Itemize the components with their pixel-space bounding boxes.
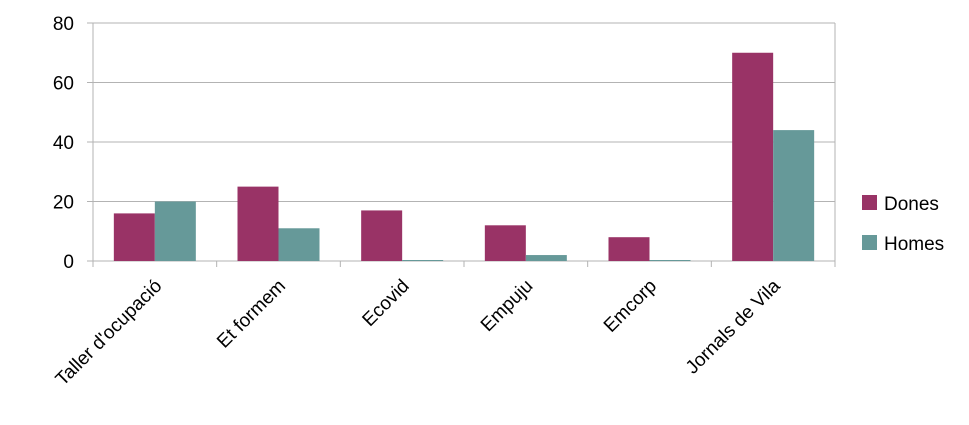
x-category-label: Emcorp [600, 276, 661, 337]
x-category-label: Et formem [213, 276, 290, 353]
legend-swatch-dones [862, 195, 877, 210]
y-tick-label: 20 [53, 193, 74, 214]
y-tick-label: 80 [53, 14, 74, 35]
bar-dones-2 [361, 210, 403, 261]
bar-dones-1 [237, 186, 279, 261]
x-category-label: Empuju [477, 276, 537, 336]
legend-label-dones: Dones [884, 194, 939, 215]
x-axis: Taller d'ocupació Et formem Ecovid Empuju Em… [52, 275, 785, 390]
x-category-label: Jornals de Vila [682, 275, 785, 378]
bar-homes-5 [773, 130, 815, 261]
y-axis: 0 20 40 60 80 [53, 14, 74, 273]
y-tick-label: 0 [63, 252, 74, 273]
bar-dones-4 [608, 237, 650, 261]
bar-homes-2 [402, 260, 444, 261]
bar-dones-3 [484, 225, 526, 261]
bars [113, 52, 815, 261]
gridlines [87, 22, 836, 267]
legend: Dones Homes [862, 194, 944, 255]
bar-homes-3 [525, 255, 567, 261]
y-tick-label: 60 [53, 74, 74, 95]
legend-swatch-homes [862, 235, 877, 250]
x-category-label: Taller d'ocupació [52, 276, 167, 391]
bar-homes-4 [649, 260, 691, 261]
bar-homes-1 [278, 228, 320, 261]
bar-homes-0 [154, 201, 196, 261]
bar-dones-5 [732, 52, 774, 261]
x-category-label: Ecovid [359, 276, 414, 331]
legend-label-homes: Homes [884, 234, 944, 255]
y-tick-label: 40 [53, 133, 74, 154]
bar-dones-0 [113, 213, 155, 261]
